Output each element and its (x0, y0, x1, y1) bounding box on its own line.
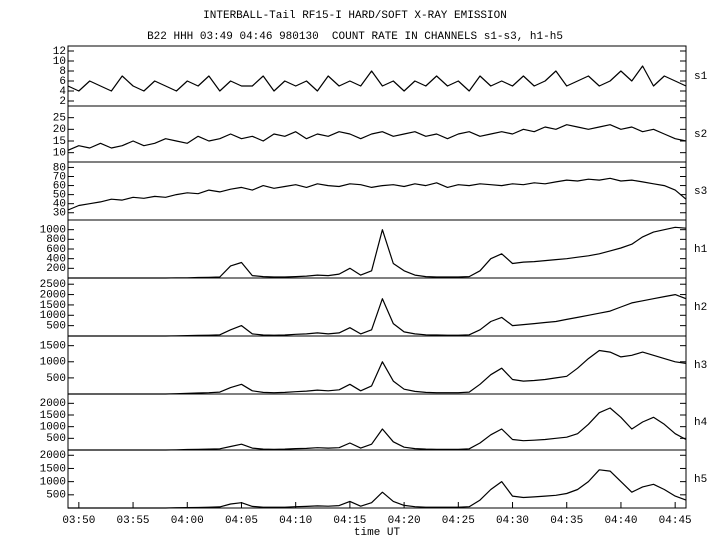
y-tick-label: 6 (59, 76, 66, 88)
y-tick-label: 50 (53, 190, 66, 202)
y-tick-label: 1000 (40, 357, 66, 369)
y-tick-label: 25 (53, 113, 66, 125)
y-tick-label: 40 (53, 199, 66, 211)
x-tick-label: 04:05 (225, 515, 258, 527)
series-line (67, 65, 687, 92)
y-tick-label: 4 (59, 86, 66, 98)
x-tick-label: 04:40 (604, 515, 637, 527)
y-tick-label: 500 (46, 490, 66, 502)
x-tick-label: 04:15 (333, 515, 366, 527)
y-tick-label: 500 (46, 321, 66, 333)
series-line (68, 469, 687, 509)
y-tick-label: 60 (53, 180, 66, 192)
y-tick-label: 1500 (40, 341, 66, 353)
chart-title: INTERBALL-Tail RF15-I HARD/SOFT X-RAY EM… (203, 10, 507, 22)
y-tick-label: 8 (59, 66, 66, 78)
y-tick-label: 2000 (40, 450, 66, 462)
y-tick-label: 500 (46, 373, 66, 385)
y-tick-label: 500 (46, 433, 66, 445)
y-tick-label: 1500 (40, 463, 66, 475)
panel-label: s2 (694, 129, 707, 141)
y-tick-label: 10 (53, 148, 66, 160)
series-line (67, 177, 687, 211)
panel-label: s1 (694, 71, 708, 83)
y-tick-label: 30 (53, 208, 66, 220)
y-tick-label: 1000 (40, 310, 66, 322)
y-tick-label: 1000 (40, 422, 66, 434)
x-tick-label: 04:30 (496, 515, 529, 527)
x-tick-label: 03:50 (62, 515, 95, 527)
y-tick-label: 400 (46, 254, 66, 266)
panel-frame (67, 449, 687, 509)
x-tick-label: 04:35 (550, 515, 583, 527)
x-tick-label: 04:20 (388, 515, 421, 527)
x-tick-label: 04:10 (279, 515, 312, 527)
x-axis-label: time UT (354, 527, 401, 539)
y-tick-label: 1000 (40, 477, 66, 489)
y-tick-label: 80 (53, 162, 66, 174)
y-tick-label: 2000 (40, 289, 66, 301)
y-tick-label: 10 (53, 56, 66, 68)
y-tick-label: 1500 (40, 300, 66, 312)
series-line (67, 124, 687, 151)
panel-label: h4 (694, 417, 708, 429)
x-tick-label: 04:00 (171, 515, 204, 527)
y-tick-label: 1000 (40, 225, 66, 237)
panel-label: h1 (694, 244, 708, 256)
y-tick-label: 2500 (40, 279, 66, 291)
y-tick-label: 2 (59, 96, 66, 108)
x-tick-label: 04:45 (659, 515, 692, 527)
y-tick-label: 600 (46, 244, 66, 256)
y-tick-label: 15 (53, 136, 66, 148)
y-tick-label: 70 (53, 171, 66, 183)
y-tick-label: 12 (53, 46, 66, 58)
y-tick-label: 800 (46, 234, 66, 246)
panel-label: s3 (694, 186, 707, 198)
x-tick-label: 04:25 (442, 515, 475, 527)
panel-label: h5 (694, 474, 707, 486)
panel-label: h3 (694, 360, 707, 372)
panel-label: h2 (694, 302, 707, 314)
y-tick-label: 200 (46, 263, 66, 275)
x-tick-label: 03:55 (117, 515, 150, 527)
y-tick-label: 20 (53, 124, 66, 136)
y-tick-label: 1500 (40, 410, 66, 422)
chart-subtitle: B22 HHH 03:49 04:46 980130 COUNT RATE IN… (147, 31, 563, 43)
y-tick-label: 2000 (40, 398, 66, 410)
